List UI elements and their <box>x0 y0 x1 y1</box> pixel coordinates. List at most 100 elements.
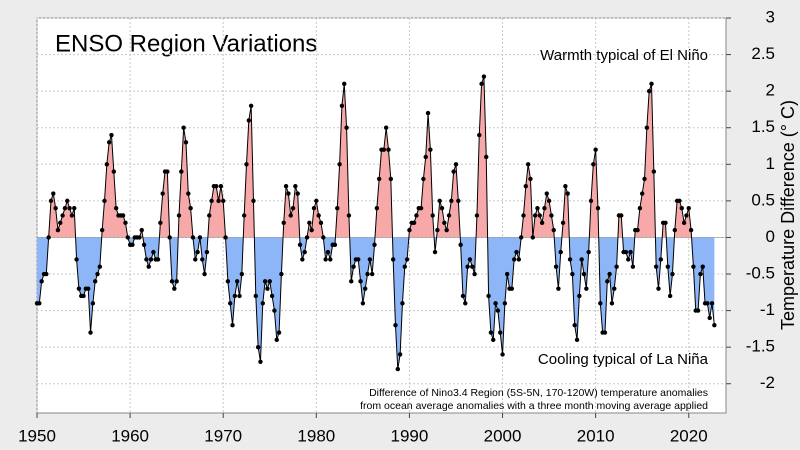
data-point <box>351 264 356 269</box>
data-point <box>241 213 247 218</box>
data-point <box>435 227 440 233</box>
data-point <box>642 176 647 182</box>
data-point <box>488 330 494 335</box>
data-point <box>349 279 354 284</box>
data-point <box>495 308 501 313</box>
data-point <box>279 271 284 277</box>
data-point <box>630 264 636 269</box>
data-point <box>518 235 524 240</box>
annotation: Cooling typical of La Niña <box>538 351 709 368</box>
data-point <box>239 271 245 277</box>
data-point <box>141 242 147 247</box>
data-point <box>474 213 480 218</box>
data-point <box>281 220 286 226</box>
data-point <box>44 271 49 277</box>
data-point <box>504 271 510 277</box>
data-point <box>614 264 619 269</box>
chart-title: ENSO Region Variations <box>55 30 317 57</box>
data-point <box>393 323 398 328</box>
y-tick-label: 1.5 <box>751 117 775 136</box>
data-point <box>125 235 130 240</box>
data-point <box>221 198 226 204</box>
data-point <box>37 301 42 306</box>
data-point <box>193 257 198 262</box>
data-point <box>97 264 103 269</box>
data-point <box>69 213 75 218</box>
data-point <box>586 249 591 255</box>
data-point <box>260 301 265 306</box>
data-point <box>509 286 515 291</box>
data-point <box>532 213 538 218</box>
data-point <box>144 257 149 262</box>
x-tick-label: 1950 <box>18 426 56 445</box>
data-point <box>644 125 650 130</box>
data-point <box>423 154 428 160</box>
data-point <box>688 227 694 233</box>
data-point <box>304 235 310 240</box>
data-point <box>255 344 261 350</box>
data-point <box>155 257 161 262</box>
y-tick-label: 3 <box>766 7 775 26</box>
data-point <box>111 169 117 174</box>
data-point <box>283 184 289 189</box>
data-point <box>88 330 93 335</box>
data-point <box>218 184 224 189</box>
data-point <box>342 81 347 87</box>
data-point <box>404 257 410 262</box>
data-point <box>544 191 549 196</box>
data-point <box>346 213 352 218</box>
data-point <box>60 213 65 218</box>
data-point <box>653 264 659 269</box>
y-axis-label: Temperature Difference (° C) <box>778 100 798 330</box>
data-point <box>649 81 654 87</box>
annotation: from ocean average anomalies with a thre… <box>360 400 708 412</box>
data-point <box>705 301 710 306</box>
y-tick-label: 2.5 <box>751 44 775 63</box>
data-point <box>700 264 705 269</box>
data-point <box>62 205 68 211</box>
data-point <box>579 257 584 262</box>
data-point <box>651 169 657 174</box>
data-point <box>165 169 170 174</box>
data-point <box>251 198 256 204</box>
data-point <box>386 147 391 152</box>
data-point <box>437 198 442 204</box>
data-point <box>530 235 536 240</box>
data-point <box>411 220 417 226</box>
data-point <box>39 279 44 284</box>
data-point <box>670 271 675 277</box>
data-point <box>581 271 587 277</box>
data-point <box>302 249 307 255</box>
data-point <box>407 227 412 233</box>
data-point <box>369 271 375 277</box>
data-point <box>430 213 435 218</box>
x-tick-label: 2010 <box>577 426 615 445</box>
data-point <box>591 162 596 167</box>
data-point <box>598 301 603 306</box>
data-point <box>712 323 717 328</box>
data-point <box>516 257 522 262</box>
data-point <box>677 198 682 204</box>
data-point <box>451 169 456 174</box>
data-point <box>418 205 424 211</box>
data-point <box>605 279 610 284</box>
data-point <box>609 301 615 306</box>
data-point <box>667 293 673 299</box>
data-point <box>365 271 370 277</box>
data-point <box>709 301 715 306</box>
data-point <box>169 279 175 284</box>
data-point <box>237 293 242 299</box>
data-point <box>190 235 196 240</box>
data-point <box>502 301 508 306</box>
data-point <box>444 227 449 233</box>
y-tick-label: 0 <box>766 227 775 246</box>
data-point <box>698 271 703 277</box>
data-point <box>202 271 207 277</box>
data-point <box>92 279 98 284</box>
data-point <box>274 337 279 343</box>
data-point <box>46 235 51 240</box>
x-tick-label: 1990 <box>391 426 429 445</box>
data-point <box>481 74 487 79</box>
data-point <box>491 337 496 343</box>
data-point <box>432 249 438 255</box>
